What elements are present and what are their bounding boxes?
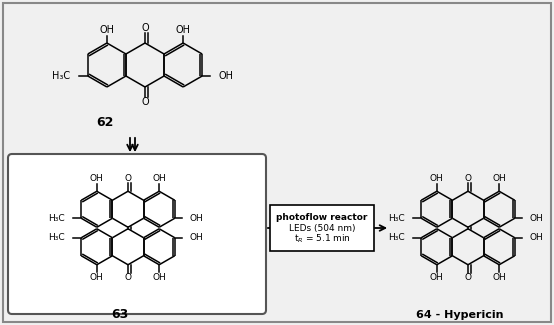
Text: H₃C: H₃C <box>388 214 405 223</box>
Text: O: O <box>141 23 149 33</box>
Text: H₃C: H₃C <box>52 71 70 81</box>
Text: OH: OH <box>176 25 191 35</box>
Text: OH: OH <box>430 174 444 183</box>
FancyBboxPatch shape <box>270 205 374 251</box>
Text: OH: OH <box>152 273 166 282</box>
Text: 62: 62 <box>96 115 114 128</box>
Text: OH: OH <box>152 174 166 183</box>
Text: OH: OH <box>530 214 543 223</box>
Text: OH: OH <box>493 174 506 183</box>
Text: t$_R$ = 5.1 min: t$_R$ = 5.1 min <box>294 233 351 245</box>
Text: OH: OH <box>430 273 444 282</box>
Text: OH: OH <box>190 233 203 242</box>
Text: OH: OH <box>190 214 203 223</box>
Text: OH: OH <box>218 71 233 81</box>
Text: OH: OH <box>99 25 114 35</box>
Text: H₃C: H₃C <box>49 214 65 223</box>
Text: H₃C: H₃C <box>49 233 65 242</box>
Text: OH: OH <box>90 273 104 282</box>
Text: O: O <box>464 174 471 183</box>
Text: LEDs (504 nm): LEDs (504 nm) <box>289 224 355 232</box>
Text: O: O <box>464 273 471 282</box>
Text: O: O <box>125 174 131 183</box>
Text: OH: OH <box>90 174 104 183</box>
Text: O: O <box>125 273 131 282</box>
Text: O: O <box>141 97 149 107</box>
Text: H₃C: H₃C <box>388 233 405 242</box>
Text: 64 - Hypericin: 64 - Hypericin <box>416 310 504 320</box>
Text: photoflow reactor: photoflow reactor <box>276 213 368 222</box>
FancyBboxPatch shape <box>8 154 266 314</box>
Text: OH: OH <box>493 273 506 282</box>
Text: 63: 63 <box>111 308 129 321</box>
Text: OH: OH <box>530 233 543 242</box>
